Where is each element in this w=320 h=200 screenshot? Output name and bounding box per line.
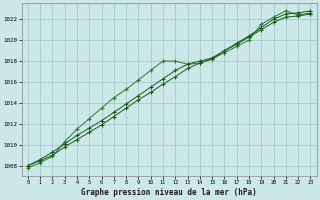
X-axis label: Graphe pression niveau de la mer (hPa): Graphe pression niveau de la mer (hPa) (81, 188, 257, 197)
